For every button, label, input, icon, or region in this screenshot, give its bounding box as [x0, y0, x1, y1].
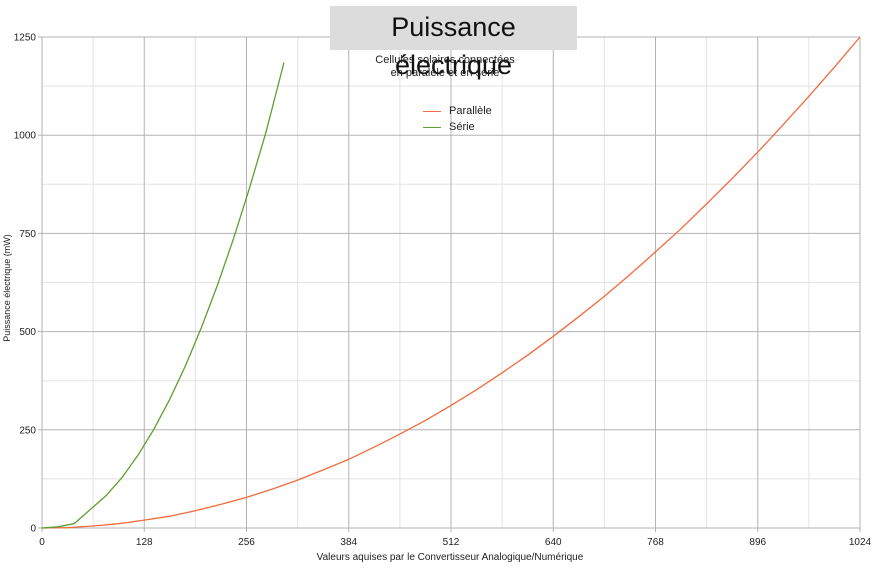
series-lines	[41, 36, 861, 529]
legend-item-parallele: Parallèle	[423, 103, 492, 119]
y-tick-label: 250	[19, 425, 36, 436]
x-tick-label: 256	[238, 537, 255, 548]
y-tick-label: 500	[19, 327, 36, 338]
x-tick-label: 0	[39, 537, 45, 548]
chart-title: Puissance électrique	[391, 12, 516, 80]
x-tick-label: 384	[340, 537, 357, 548]
subtitle-line-2: en paralèle et en série	[390, 67, 500, 79]
legend-label-parallele: Parallèle	[449, 105, 492, 117]
chart-subtitle: Cellules solaires connectées en paralèle…	[355, 54, 535, 80]
y-axis-ticks: 0 250 500 750 1000 1250	[14, 33, 37, 535]
title-background	[330, 6, 577, 50]
x-tick-label: 1024	[849, 537, 872, 548]
subtitle-line-1: Cellules solaires connectées	[375, 54, 515, 66]
x-axis-ticks: 0 128 256 384 512 640 768 896 1024	[39, 537, 871, 548]
y-tick-label: 0	[30, 524, 36, 535]
x-tick-label: 896	[749, 537, 766, 548]
x-axis-label: Valeurs aquises par le Convertisseur Ana…	[316, 552, 584, 563]
legend-swatch-parallele	[423, 110, 441, 112]
legend-label-serie: Série	[449, 121, 475, 133]
x-tick-label: 512	[443, 537, 460, 548]
series-line-serie	[41, 62, 285, 529]
y-axis-label: Puissance électrique (mW)	[2, 234, 12, 342]
y-tick-label: 750	[19, 229, 36, 240]
legend-swatch-serie	[423, 126, 441, 128]
x-tick-label: 128	[136, 537, 153, 548]
y-tick-label: 1250	[14, 33, 37, 44]
legend: Parallèle Série	[423, 103, 492, 135]
x-tick-label: 768	[647, 537, 664, 548]
axes	[38, 36, 861, 532]
legend-item-serie: Série	[423, 119, 492, 135]
y-tick-label: 1000	[14, 131, 37, 142]
x-tick-label: 640	[545, 537, 562, 548]
series-line-parallele	[41, 36, 861, 529]
